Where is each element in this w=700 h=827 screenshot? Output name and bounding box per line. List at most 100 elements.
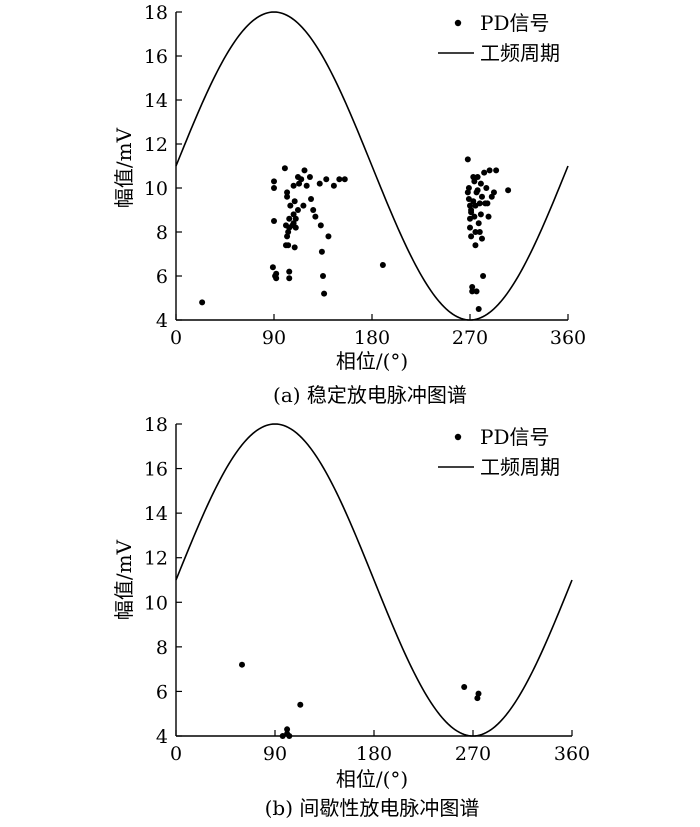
panel-b-legend-marker-pd bbox=[454, 433, 462, 441]
panel-a-y-tick-label: 12 bbox=[144, 134, 168, 156]
panel-a-pd-point bbox=[476, 229, 483, 235]
panel-a-pd-point bbox=[287, 202, 294, 209]
panel-a-pd-point bbox=[286, 215, 293, 222]
panel-a-pd-point bbox=[281, 165, 288, 172]
panel-a-x-tick-label: 180 bbox=[354, 327, 390, 349]
panel-a-pd-point bbox=[199, 299, 206, 306]
panel-a-legend-marker-pd bbox=[454, 19, 462, 27]
panel-a-pd-point bbox=[308, 196, 315, 202]
panel-b-y-tick-label: 14 bbox=[144, 503, 168, 525]
panel-a-caption: (a) 稳定放电脉冲图谱 bbox=[273, 383, 467, 407]
panel-a-y-tick-label: 6 bbox=[156, 266, 168, 288]
panel-a-pd-point bbox=[379, 262, 386, 268]
panel-b-x-tick-label: 360 bbox=[554, 743, 590, 765]
panel-a-pd-point bbox=[284, 193, 291, 200]
panel-b-pd-point bbox=[297, 701, 304, 708]
panel-a-pd-point bbox=[465, 185, 472, 191]
panel-a-pd-point bbox=[323, 176, 330, 183]
panel-b-points-layer bbox=[239, 661, 482, 739]
panel-a-pd-point bbox=[292, 224, 299, 231]
panel-a-pd-point bbox=[469, 288, 476, 295]
panel-a-pd-point bbox=[480, 273, 487, 279]
panel-a-pd-point bbox=[294, 207, 301, 213]
panel-a-pd-point bbox=[472, 229, 479, 235]
panel-a-x-tick-label: 0 bbox=[170, 327, 182, 349]
panel-a-pd-point bbox=[310, 207, 317, 213]
panel-a-pd-point bbox=[468, 233, 475, 240]
panel-a-pd-point bbox=[271, 178, 277, 185]
panel-a-pd-point bbox=[471, 213, 478, 220]
panel-b-y-axis-label: 幅值/mV bbox=[112, 539, 136, 620]
panel-a-pd-point bbox=[312, 213, 319, 220]
panel-a-points-layer bbox=[199, 156, 512, 312]
panel-a-pd-point bbox=[475, 220, 482, 227]
panel-b-pd-point bbox=[461, 683, 468, 690]
panel-a-legend: PD信号 工频周期 bbox=[438, 11, 560, 65]
panel-b-y-tick-label: 12 bbox=[144, 548, 168, 570]
panel-a-legend-label-pd: PD信号 bbox=[480, 11, 550, 35]
panel-a-pd-point bbox=[464, 156, 471, 163]
panel-b-x-axis-label: 相位/(°) bbox=[336, 767, 408, 791]
panel-a-pd-point bbox=[486, 167, 493, 174]
panel-a-x-tick-label: 90 bbox=[262, 327, 286, 349]
panel-a-pd-point bbox=[477, 211, 484, 218]
panel-b-caption: (b) 间歇性放电脉冲图谱 bbox=[265, 796, 480, 820]
panel-a-pd-point bbox=[341, 176, 348, 183]
panel-a-pd-point bbox=[271, 185, 277, 191]
panel-a-pd-point bbox=[484, 200, 491, 207]
panel-a-pd-point bbox=[473, 288, 480, 295]
panel-a-pd-point bbox=[469, 284, 476, 290]
panel-a-pd-point bbox=[269, 264, 276, 271]
panel-a-x-tick-label: 360 bbox=[550, 327, 586, 349]
panel-a-y-tick-label: 16 bbox=[144, 46, 168, 68]
panel-a-pd-point bbox=[330, 182, 337, 189]
panel-a: 0 90 180 270 360 4 6 8 10 12 14 16 18 相位/(°) 幅值/mV (… bbox=[112, 2, 586, 407]
panel-a-pd-point bbox=[300, 202, 307, 209]
panel-b-x-tick-label: 180 bbox=[356, 743, 392, 765]
panel-a-pd-point bbox=[317, 222, 324, 229]
panel-a-pd-point bbox=[318, 248, 325, 255]
panel-a-y-axis-label: 幅值/mV bbox=[112, 127, 136, 208]
panel-a-pd-point bbox=[271, 218, 277, 224]
panel-a-pd-point bbox=[485, 213, 492, 220]
panel-a-pd-point bbox=[490, 189, 497, 196]
panel-b-y-tick-label: 16 bbox=[144, 459, 168, 481]
panel-b-power-frequency-curve bbox=[175, 423, 573, 737]
panel-a-pd-point bbox=[505, 187, 512, 194]
panel-a-pd-point bbox=[303, 182, 310, 189]
panel-a-y-tick-label: 18 bbox=[144, 2, 168, 24]
panel-a-pd-point bbox=[471, 178, 478, 185]
panel-a-pd-point bbox=[291, 244, 298, 251]
panel-a-pd-point bbox=[478, 235, 485, 242]
panel-a-pd-point bbox=[475, 306, 482, 312]
panel-a-pd-point bbox=[286, 275, 293, 282]
panel-b-pd-point bbox=[284, 726, 291, 733]
panel-b-pd-point bbox=[239, 661, 245, 668]
panel-b-x-tick-label: 0 bbox=[170, 743, 182, 765]
panel-a-pd-point bbox=[321, 290, 328, 297]
panel-a-pd-point bbox=[316, 180, 323, 187]
panel-a-y-tick-label: 10 bbox=[144, 178, 168, 200]
panel-a-pd-point bbox=[336, 176, 343, 183]
panel-b-y-tick-label: 18 bbox=[144, 414, 168, 436]
panel-b-ticks-layer: 0 90 180 270 360 4 6 8 10 12 14 16 18 bbox=[144, 414, 590, 765]
panel-a-pd-point bbox=[325, 233, 332, 240]
panel-b-y-tick-label: 8 bbox=[156, 637, 168, 659]
panel-b-legend-label-curve: 工频周期 bbox=[480, 455, 560, 479]
panel-a-legend-label-curve: 工频周期 bbox=[480, 41, 560, 65]
panel-a-pd-point bbox=[273, 275, 280, 282]
panel-a-pd-point bbox=[306, 174, 313, 180]
panel-a-y-tick-label: 4 bbox=[156, 310, 168, 332]
panel-a-pd-point bbox=[481, 169, 488, 176]
panel-a-pd-point bbox=[298, 176, 305, 183]
panel-a-x-axis-label: 相位/(°) bbox=[336, 349, 408, 373]
panel-a-pd-point bbox=[301, 167, 308, 174]
panel-a-ticks-layer: 0 90 180 270 360 4 6 8 10 12 14 16 18 bbox=[144, 2, 586, 349]
panel-a-pd-point bbox=[284, 189, 291, 196]
panel-b-x-tick-label: 90 bbox=[263, 743, 287, 765]
panel-b-curve-layer bbox=[175, 423, 573, 737]
panel-a-pd-point bbox=[478, 193, 485, 200]
panel-a-pd-point bbox=[476, 200, 483, 207]
panel-a-x-tick-label: 270 bbox=[452, 327, 488, 349]
